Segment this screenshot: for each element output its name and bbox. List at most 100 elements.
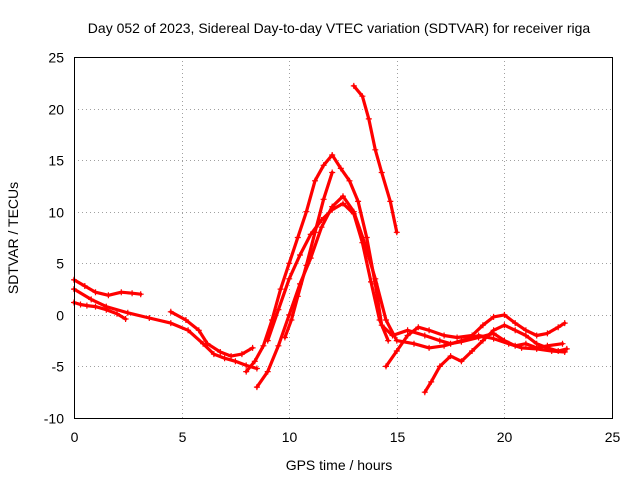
data-point-marker [475,332,482,339]
data-point-marker [277,286,284,293]
y-axis-label: SDTVAR / TECUs [5,182,21,294]
y-tick-label: 20 [48,102,64,118]
data-point-marker [365,115,372,122]
data-point-marker [512,320,519,327]
data-point-marker [501,322,508,329]
y-tick-label: 15 [48,153,64,169]
data-point-marker [92,303,99,310]
data-point-marker [522,332,529,339]
data-point-marker [81,283,88,289]
data-point-marker [363,234,370,241]
data-point-marker [436,363,443,370]
data-point-marker [490,335,497,342]
data-point-marker [359,93,366,100]
data-point-marker [378,169,385,176]
x-tick-label: 15 [390,429,406,445]
data-point-marker [512,327,519,334]
data-point-marker [387,198,394,205]
data-point-marker [122,316,129,322]
data-point-marker [340,200,346,207]
data-point-marker [210,351,217,358]
data-point-marker [146,315,153,321]
data-point-marker [426,344,433,351]
data-point-marker [563,345,570,352]
data-point-marker [83,302,90,309]
data-point-marker [372,146,379,153]
data-point-marker [355,198,362,205]
data-point-marker [393,229,400,236]
data-point-marker [92,289,99,296]
data-point-marker [533,332,540,339]
data-point-marker [103,303,110,310]
y-tick-label: 0 [56,308,64,324]
data-point-marker [105,292,112,299]
axis-ticks: 0 5 10 15 20 25 -10 -5 0 5 10 15 20 25 [44,50,621,446]
data-point-marker [415,324,422,331]
data-point-marker [318,224,325,231]
data-point-marker [490,313,497,320]
data-point-marker [441,342,448,349]
data-point-marker [533,340,540,347]
x-tick-label: 25 [605,429,621,445]
data-point-marker [479,337,486,344]
y-tick-label: -5 [52,359,65,375]
data-point-marker [479,322,486,329]
data-point-marker [337,165,344,172]
data-point-marker [264,337,271,344]
data-point-marker [307,231,314,238]
data-point-marker [368,278,374,285]
data-point-marker [217,349,224,355]
data-point-marker [561,320,568,327]
data-point-marker [249,344,256,351]
data-point-marker [501,311,508,318]
series-arc-10 [384,313,567,368]
data-point-marker [393,348,400,354]
data-point-marker [469,332,476,339]
data-point-marker [253,365,260,372]
data-point-marker [167,320,174,327]
data-point-marker [447,353,454,360]
data-point-marker [118,289,125,296]
data-point-marker [221,355,228,362]
data-point-marker [458,358,465,365]
data-point-marker [376,317,383,323]
data-point-marker [129,290,136,297]
data-point-marker [232,358,239,365]
data-point-marker [312,229,318,236]
data-point-marker [167,308,174,315]
data-point-marker [393,337,400,344]
data-point-marker [243,362,250,369]
data-point-marker [350,82,357,89]
data-point-marker [428,378,435,385]
y-tick-label: 10 [48,205,64,221]
data-point-marker [329,169,336,176]
data-point-marker [469,348,476,354]
data-point-marker [329,152,336,158]
x-tick-label: 20 [497,429,513,445]
data-point-marker [124,309,131,316]
data-point-marker [404,327,411,334]
data-point-marker [312,177,318,184]
data-point-marker [320,196,327,203]
data-point-marker [340,193,346,200]
data-point-marker [421,389,428,396]
data-point-marker [350,210,357,217]
x-tick-label: 5 [179,429,187,445]
series-group [71,82,570,396]
data-point-marker [555,348,562,354]
data-point-marker [275,342,282,349]
data-point-marker [559,340,566,347]
data-point-marker [297,252,303,258]
y-tick-label: 5 [56,256,64,272]
data-point-marker [243,368,250,375]
data-point-marker [228,353,235,360]
data-point-marker [195,327,202,334]
data-point-marker [426,327,433,334]
data-point-marker [251,358,258,365]
data-point-marker [182,317,189,323]
data-point-marker [522,340,529,347]
data-point-marker [421,332,428,339]
data-point-marker [286,260,293,267]
data-point-marker [114,310,120,317]
data-point-marker [275,306,282,313]
